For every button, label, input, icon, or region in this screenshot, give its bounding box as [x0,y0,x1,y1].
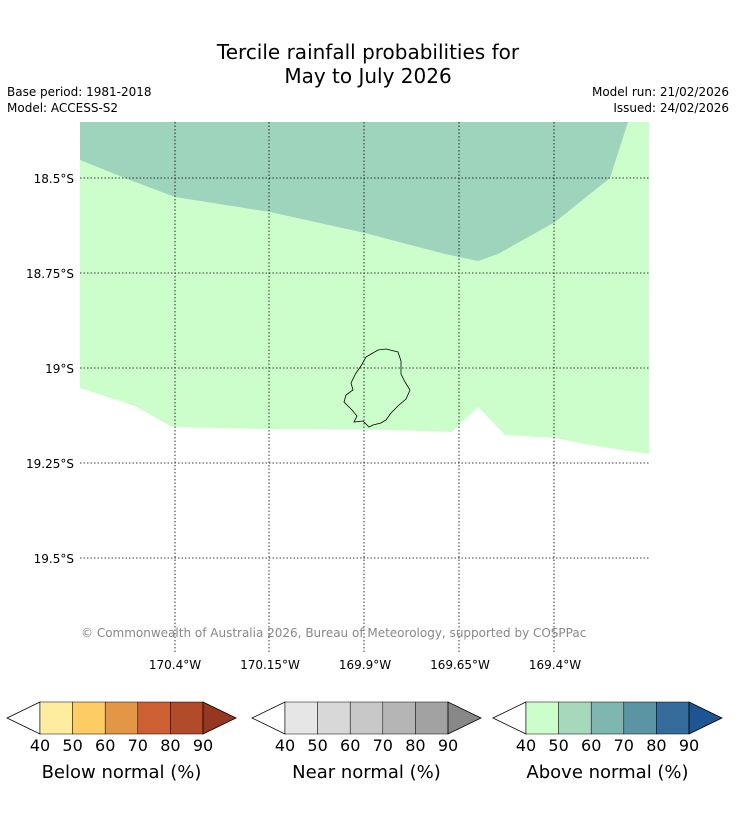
colorbar-segment [623,701,657,735]
colorbar-segment [558,701,592,735]
colorbar-tick-label: 90 [679,736,699,755]
colorbar-title: Above normal (%) [526,762,688,783]
colorbar-tick-label: 70 [614,736,634,755]
island-outline [343,348,411,428]
colorbar-segment [72,701,106,735]
lon-label: 170.15°W [240,658,300,672]
model-run: Model run: 21/02/2026 [591,85,729,99]
lon-label: 169.9°W [339,658,391,672]
near-normal-colorbar: 40 50 60 70 80 90 Near normal (%) [251,701,482,783]
colorbar-segment [656,701,690,735]
below-normal-colorbar: 40 50 60 70 80 90 Below normal (%) [6,701,237,783]
map-title-line1: Tercile rainfall probabilities for [216,40,520,64]
colorbar-tick-label: 80 [160,736,180,755]
colorbar-segment [349,701,384,735]
copyright-notice: © Commonwealth of Australia 2026, Bureau… [81,626,586,640]
issued-date: Issued: 24/02/2026 [613,101,729,115]
colorbar-segment [590,701,625,735]
colorbar-over-arrow [447,701,482,735]
lon-label: 170.4°W [149,658,201,672]
colorbar-tick-label: 40 [30,736,50,755]
lon-label: 169.65°W [430,658,490,672]
colorbar-legends: 40 50 60 70 80 90 Below normal (%) 40 50 60 70 80 90… [6,701,723,783]
colorbar-tick-label: 40 [516,736,536,755]
colorbar-segment [382,701,416,735]
map-title-line2: May to July 2026 [284,64,452,88]
colorbar-over-arrow [688,701,723,735]
latitude-labels: 18.5°S 18.75°S 19°S 19.25°S 19.5°S [26,172,74,566]
colorbar-tick-label: 50 [62,736,82,755]
colorbar-tick-label: 50 [548,736,568,755]
colorbar-tick-label: 70 [128,736,148,755]
colorbar-segment [317,701,351,735]
colorbar-tick-label: 90 [193,736,213,755]
colorbar-tick-label: 80 [405,736,425,755]
colorbar-segment [39,701,73,735]
colorbar-tick-label: 60 [340,736,360,755]
lon-label: 169.4°W [529,658,581,672]
lat-label: 19.5°S [34,552,74,566]
colorbar-title: Near normal (%) [292,762,441,783]
region-above-normal-60-70 [80,122,628,261]
lat-label: 19.25°S [26,457,74,471]
colorbar-title: Below normal (%) [42,762,202,783]
lat-label: 18.75°S [26,267,74,281]
colorbar-segment [104,701,139,735]
longitude-labels: 170.4°W 170.15°W 169.9°W 169.65°W 169.4°… [149,658,581,672]
colorbar-tick-label: 80 [646,736,666,755]
colorbar-tick-label: 60 [95,736,115,755]
colorbar-tick-label: 90 [438,736,458,755]
map-panel: © Commonwealth of Australia 2026, Bureau… [80,122,649,653]
colorbar-tick-label: 70 [373,736,393,755]
colorbar-segment [415,701,449,735]
colorbar-over-arrow [202,701,237,735]
lat-label: 19°S [45,362,74,376]
above-normal-colorbar: 40 50 60 70 80 90 Above normal (%) [492,701,723,783]
colorbar-segment [170,701,204,735]
colorbar-segment [525,701,559,735]
colorbar-under-arrow [6,701,41,735]
colorbar-segment [284,701,318,735]
colorbar-tick-label: 50 [307,736,327,755]
colorbar-segment [137,701,171,735]
colorbar-tick-label: 60 [581,736,601,755]
base-period: Base period: 1981-2018 [7,85,152,99]
colorbar-tick-label: 40 [275,736,295,755]
colorbar-under-arrow [251,701,286,735]
graticule [80,122,649,653]
colorbar-under-arrow [492,701,527,735]
model-name: Model: ACCESS-S2 [7,101,119,115]
lat-label: 18.5°S [34,172,74,186]
